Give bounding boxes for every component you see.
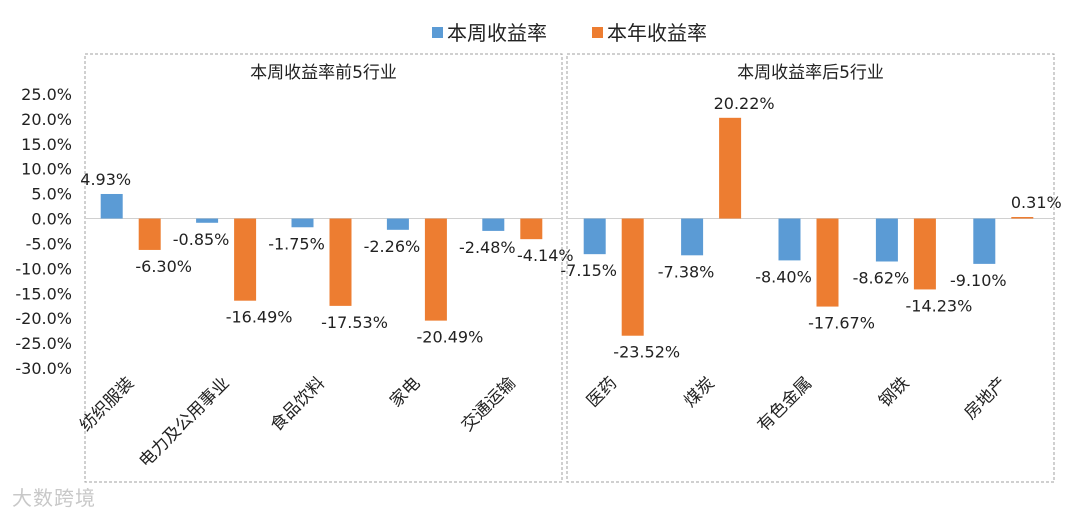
bar-ytd (424, 218, 447, 321)
legend-label-1: 本周收益率 (447, 21, 547, 45)
data-label: 0.31% (1011, 193, 1062, 212)
y-tick-label: -30.0% (15, 359, 72, 378)
data-label: -4.14% (517, 246, 574, 265)
bar-weekly (291, 218, 314, 228)
bar-ytd (329, 218, 352, 306)
data-label: -14.23% (906, 296, 973, 315)
data-label: -1.75% (268, 234, 325, 253)
category-label: 电力及公用事业 (135, 373, 233, 471)
data-label: -2.26% (364, 237, 421, 256)
category-label: 医药 (583, 373, 621, 411)
data-label: -17.67% (808, 314, 875, 333)
y-tick-label: -5.0% (26, 234, 72, 253)
data-label: -17.53% (321, 313, 388, 332)
y-tick-label: 25.0% (21, 85, 72, 104)
y-tick-label: -20.0% (15, 309, 72, 328)
bar-weekly (583, 218, 606, 255)
category-label: 家电 (386, 373, 424, 411)
bar-ytd (913, 218, 936, 290)
data-label: -9.10% (950, 271, 1007, 290)
data-label: -8.40% (755, 267, 812, 286)
y-tick-label: -15.0% (15, 284, 72, 303)
panel-title-2: 本周收益率后5行业 (737, 63, 884, 83)
bar-ytd (520, 218, 543, 240)
legend-swatch-2 (592, 27, 603, 38)
legend-label-2: 本年收益率 (607, 21, 707, 45)
category-label: 交通运输 (458, 373, 520, 435)
category-label: 有色金属 (754, 373, 816, 435)
y-tick-label: 0.0% (31, 210, 72, 229)
bar-ytd (234, 218, 257, 301)
data-label: -7.15% (560, 261, 617, 280)
panel-border-2 (566, 53, 1055, 483)
watermark-logo: 大数跨境 (12, 486, 96, 510)
y-tick-label: 5.0% (31, 185, 72, 204)
bar-weekly (482, 218, 505, 231)
data-label: -20.49% (417, 328, 484, 347)
bar-ytd (1011, 217, 1034, 219)
data-label: -7.38% (658, 262, 715, 281)
bar-ytd (621, 218, 644, 336)
bar-weekly (681, 218, 704, 256)
data-label: -8.62% (853, 268, 910, 287)
bar-ytd (816, 218, 839, 307)
data-label: -23.52% (613, 343, 680, 362)
category-label: 钢铁 (875, 373, 913, 411)
bar-weekly (778, 218, 801, 261)
legend-swatch-1 (432, 27, 443, 38)
y-tick-label: 15.0% (21, 135, 72, 154)
data-label: 20.22% (714, 94, 775, 113)
bar-weekly (100, 193, 123, 219)
panel-title-1: 本周收益率前5行业 (250, 63, 397, 83)
bar-weekly (386, 218, 409, 230)
y-tick-label: 10.0% (21, 160, 72, 179)
y-tick-label: -10.0% (15, 259, 72, 278)
y-tick-label: -25.0% (15, 334, 72, 353)
data-label: -0.85% (173, 230, 230, 249)
y-tick-label: 20.0% (21, 110, 72, 129)
data-label: 4.93% (80, 170, 131, 189)
category-label: 食品饮料 (267, 373, 329, 435)
bar-weekly (875, 218, 898, 262)
data-label: -2.48% (459, 238, 516, 257)
category-label: 房地产 (961, 373, 1011, 423)
category-label: 煤炭 (680, 373, 718, 411)
panel-border-1 (84, 53, 563, 483)
bar-ytd (138, 218, 161, 250)
data-label: -6.30% (135, 257, 192, 276)
data-label: -16.49% (226, 308, 293, 327)
bar-weekly (196, 218, 219, 223)
bar-ytd (719, 117, 742, 219)
bar-weekly (973, 218, 996, 264)
